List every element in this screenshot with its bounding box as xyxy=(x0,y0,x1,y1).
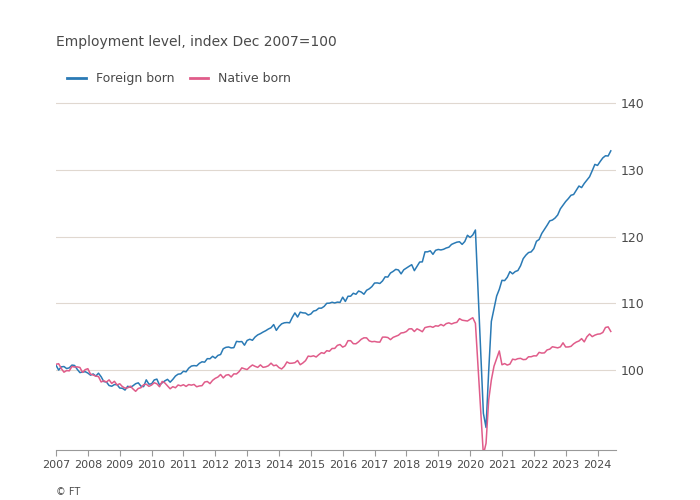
Text: Employment level, index Dec 2007=100: Employment level, index Dec 2007=100 xyxy=(56,35,337,49)
Text: © FT: © FT xyxy=(56,487,80,497)
Legend: Foreign born, Native born: Foreign born, Native born xyxy=(62,68,296,90)
